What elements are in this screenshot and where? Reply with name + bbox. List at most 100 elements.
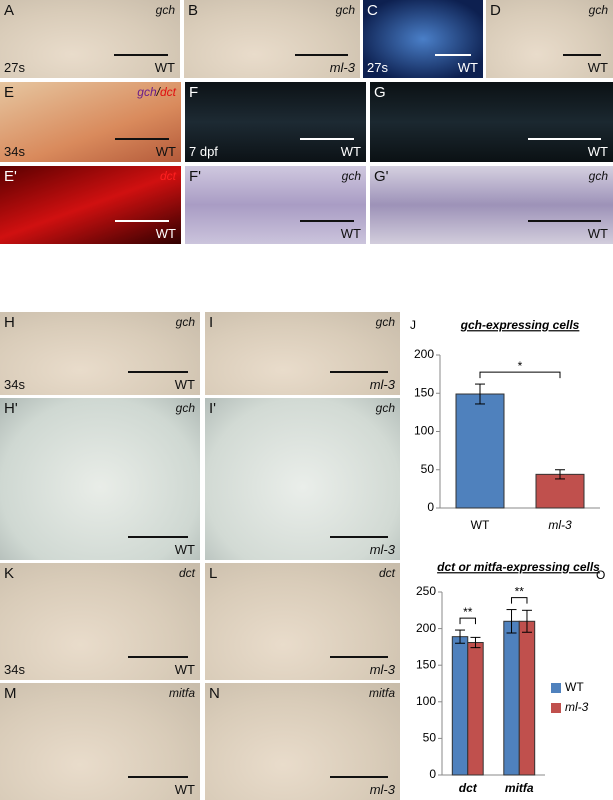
significance-label: *	[518, 359, 523, 373]
gene-name: gch	[375, 401, 395, 415]
scale-bar	[329, 371, 388, 373]
gene-name: gch	[175, 401, 195, 415]
image-panel: H' gch WT	[0, 398, 200, 560]
significance-label: **	[463, 605, 473, 619]
scale-bar	[299, 138, 354, 140]
panel-letter: C	[367, 2, 378, 19]
panel-letter: B	[188, 2, 199, 19]
x-tick-label: ml-3	[548, 518, 572, 532]
gene-name: gch	[137, 85, 157, 99]
panel-letter: I'	[209, 400, 217, 417]
legend-swatch	[551, 703, 561, 713]
stage-label: 34s	[4, 662, 25, 677]
y-tick-label: 200	[414, 347, 434, 361]
legend-label: ml-3	[565, 700, 589, 714]
panel-letter: G'	[374, 168, 389, 185]
genotype-label: WT	[174, 662, 195, 677]
x-tick-label: dct	[459, 781, 478, 795]
gene-label: gch	[376, 401, 395, 415]
scale-bar	[114, 138, 169, 140]
panel-letter: A	[4, 2, 15, 19]
genotype-label: WT	[457, 60, 478, 75]
gene-label: dct	[160, 169, 176, 183]
gene-label: gch	[156, 3, 175, 17]
stage-label: 27s	[367, 60, 388, 75]
gene-label: dct	[379, 566, 395, 580]
y-tick-label: 250	[416, 584, 436, 598]
scale-bar	[329, 536, 388, 538]
gene-name: gch	[588, 3, 608, 17]
scale-bar	[528, 138, 601, 140]
panel-letter: G	[374, 84, 386, 101]
panel-letter: D	[490, 2, 501, 19]
gene-name: dct	[159, 169, 176, 183]
genotype-label: ml-3	[329, 60, 355, 75]
gene-label: mitfa	[169, 686, 195, 700]
bar	[503, 620, 520, 776]
scale-bar	[128, 656, 188, 658]
x-tick-label: mitfa	[505, 781, 534, 795]
chart-title: dct or mitfa-expressing cells	[437, 560, 600, 574]
y-tick-label: 150	[414, 385, 434, 399]
panel-letter: L	[209, 565, 218, 582]
scale-bar	[114, 220, 169, 222]
y-tick-label: 0	[427, 500, 434, 514]
scale-bar	[295, 54, 348, 56]
y-tick-label: 150	[416, 657, 436, 671]
panel-letter: F	[189, 84, 199, 101]
scale-bar	[114, 54, 168, 56]
genotype-label: ml-3	[369, 662, 395, 677]
significance-label: **	[515, 585, 525, 599]
significance-bracket	[459, 617, 476, 625]
chart-title: gch-expressing cells	[460, 318, 580, 332]
bar	[467, 642, 484, 776]
gene-name: mitfa	[168, 686, 195, 700]
panel-letter: K	[4, 565, 15, 582]
y-tick-label: 0	[429, 767, 436, 781]
panel-letter: J	[410, 318, 416, 332]
image-panel: F' gch WT	[185, 166, 366, 244]
image-panel: G WT	[370, 82, 613, 162]
gene-label: dct	[179, 566, 195, 580]
panel-letter: M	[4, 685, 17, 702]
gene-name: dct	[178, 566, 195, 580]
scale-bar	[329, 776, 388, 778]
gene-name: dct	[378, 566, 395, 580]
gene-name: mitfa	[368, 686, 395, 700]
image-panel: C WT 27s	[363, 0, 483, 78]
panel-letter: H	[4, 314, 15, 331]
image-panel: I' gch ml-3	[205, 398, 400, 560]
stage-label: 34s	[4, 377, 25, 392]
y-tick-label: 100	[414, 424, 434, 438]
panel-letter: O	[596, 568, 605, 582]
gene-label: gch/dct	[137, 85, 176, 99]
genotype-label: WT	[340, 144, 361, 159]
genotype-label: WT	[587, 60, 608, 75]
gene-name: gch	[588, 169, 608, 183]
legend-swatch	[551, 683, 561, 693]
panel-letter: N	[209, 685, 220, 702]
y-tick-label: 100	[416, 694, 436, 708]
genotype-label: ml-3	[369, 377, 395, 392]
genotype-label: WT	[155, 144, 176, 159]
separator: /	[156, 85, 160, 99]
x-tick-label: WT	[471, 518, 490, 532]
scale-bar	[562, 54, 601, 56]
gene-label: gch	[589, 3, 608, 17]
genotype-label: ml-3	[369, 782, 395, 797]
panel-letter: F'	[189, 168, 202, 185]
gene-label: gch	[176, 401, 195, 415]
stage-label: 27s	[4, 60, 25, 75]
y-tick-label: 50	[421, 462, 435, 476]
genotype-label: WT	[174, 542, 195, 557]
bar	[451, 636, 469, 776]
image-panel: E' dct WT	[0, 166, 181, 244]
genotype-label: WT	[154, 60, 175, 75]
gene-name: gch	[175, 315, 195, 329]
panel-letter: E'	[4, 168, 17, 185]
